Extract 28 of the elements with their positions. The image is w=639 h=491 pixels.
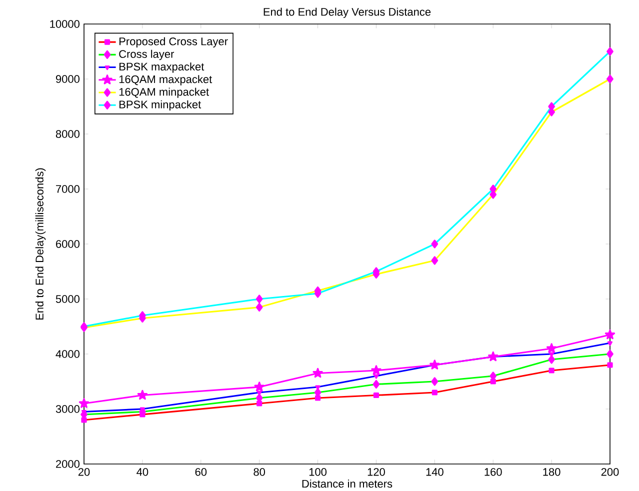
- x-tick-label: 100: [309, 468, 327, 476]
- x-tick-label: 140: [426, 468, 444, 476]
- x-tick-label: 160: [484, 468, 502, 476]
- x-tick-label: 180: [543, 468, 560, 476]
- x-tick-label: 60: [195, 468, 207, 476]
- y-tick-label: 7000: [56, 184, 80, 193]
- x-axis-title: Distance in meters: [302, 479, 392, 488]
- legend-label: BPSK minpacket: [120, 100, 202, 110]
- chart-title: End to End Delay Versus Distance: [264, 8, 431, 18]
- x-tick-label: 40: [136, 468, 148, 476]
- y-tick-label: 8000: [56, 130, 80, 138]
- legend-label: Proposed Cross Layer: [120, 37, 228, 48]
- y-tick-label: 5000: [56, 294, 80, 303]
- x-tick-label: 200: [601, 468, 619, 476]
- y-tick-label: 9000: [56, 74, 80, 83]
- x-tick-label: 120: [368, 468, 385, 476]
- y-tick-label: 2000: [56, 460, 80, 468]
- legend-label: 16QAM maxpacket: [119, 74, 212, 86]
- y-tick-label: 6000: [56, 240, 80, 248]
- y-tick-label: 3000: [56, 404, 80, 413]
- y-tick-label: 10000: [50, 20, 80, 28]
- x-tick-label: 20: [78, 468, 90, 476]
- legend-label: Cross layer: [119, 50, 174, 60]
- x-tick-label: 80: [254, 468, 266, 476]
- legend-label: BPSK maxpacket: [120, 62, 204, 73]
- y-axis-title: End to End Delay(milliseconds): [35, 168, 46, 320]
- y-tick-label: 4000: [56, 350, 80, 358]
- legend-label: 16QAM minpacket: [119, 88, 209, 98]
